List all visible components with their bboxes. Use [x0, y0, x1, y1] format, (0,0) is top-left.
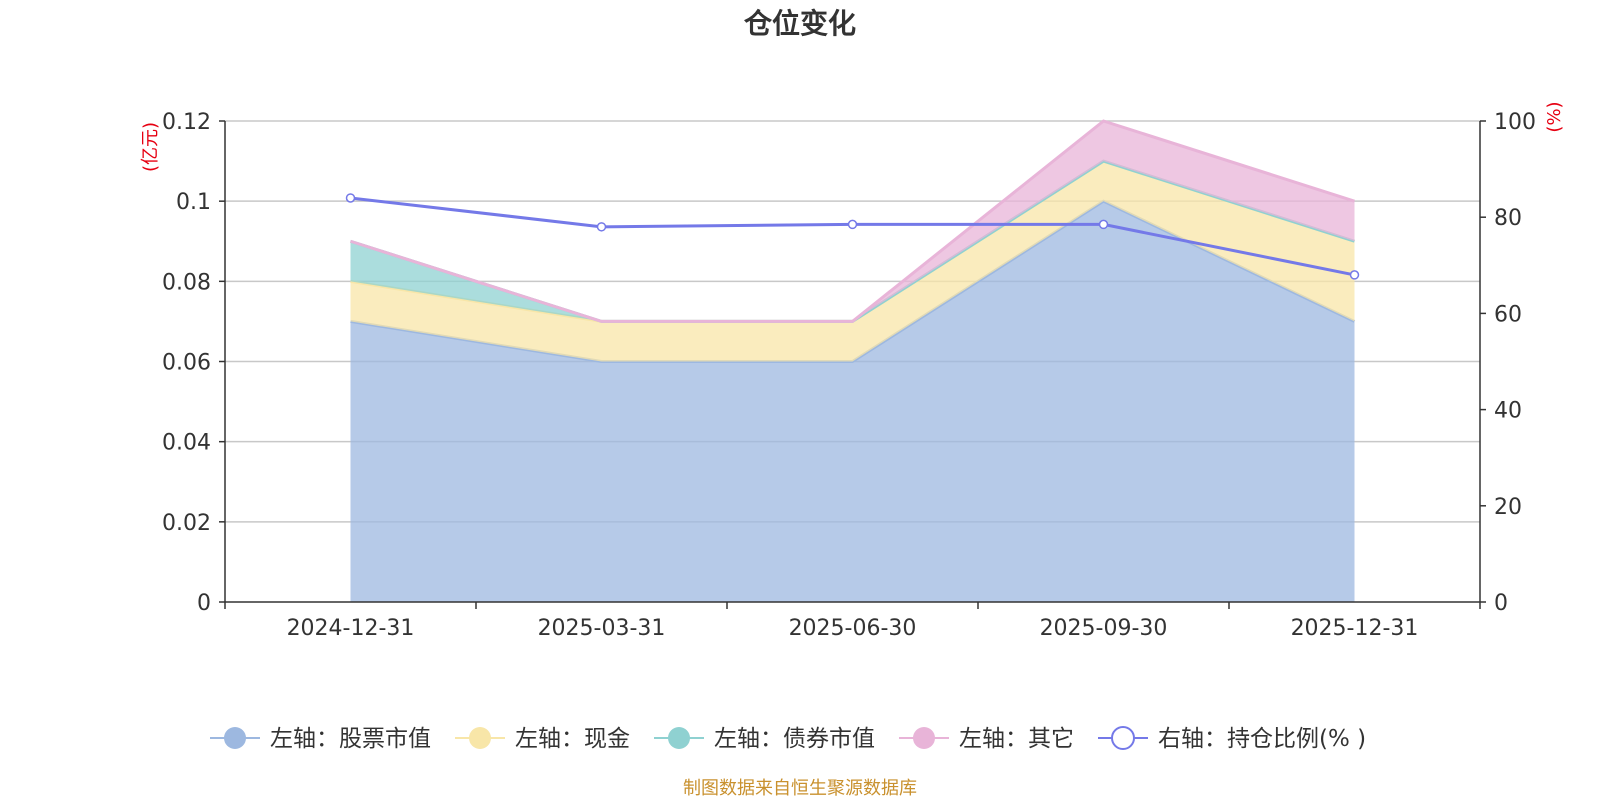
left-tick-label: 0.02 — [162, 511, 211, 536]
legend-circle-icon — [1111, 726, 1135, 750]
legend-item[interactable]: 左轴：现金 — [455, 726, 630, 752]
legend-item[interactable]: 右轴：持仓比例(% ) — [1098, 726, 1366, 752]
ratio-point — [847, 219, 858, 230]
x-tick-label: 2024-12-31 — [287, 616, 415, 641]
area-edge-左轴：其它 — [350, 119, 1355, 323]
ratio-point — [1098, 219, 1109, 230]
chart-title: 仓位变化 — [744, 7, 856, 40]
legend-label: 左轴：债券市值 — [714, 726, 875, 752]
legend-item[interactable]: 左轴：其它 — [899, 726, 1074, 752]
right-tick-label: 0 — [1494, 591, 1508, 616]
left-tick-label: 0.06 — [162, 351, 211, 376]
right-axis-unit: (%) — [1544, 101, 1565, 132]
axes: 0 0.02 0.04 0.06 0.08 0.1 0.12 0 20 40 60 80 100 2024… — [162, 110, 1536, 641]
right-tick-label: 80 — [1494, 206, 1522, 231]
legend-label: 右轴：持仓比例(% ) — [1158, 726, 1366, 752]
legend-item[interactable]: 左轴：股票市值 — [210, 726, 431, 752]
right-tick-label: 100 — [1494, 110, 1536, 135]
ratio-point — [596, 222, 607, 232]
legend-circle-icon — [668, 727, 690, 749]
ratio-point — [1349, 270, 1360, 280]
left-tick-label: 0.08 — [162, 270, 211, 295]
area-左轴：股票市值 — [350, 201, 1355, 602]
ratio-point — [345, 193, 356, 203]
data-source-note: 制图数据来自恒生聚源数据库 — [683, 778, 917, 799]
x-tick-label: 2025-03-31 — [538, 616, 666, 641]
x-tick-label: 2025-09-30 — [1040, 616, 1168, 641]
legend-label: 左轴：其它 — [959, 726, 1074, 752]
right-tick-label: 20 — [1494, 495, 1522, 520]
right-tick-label: 40 — [1494, 399, 1522, 424]
legend: 左轴：股票市值 左轴：现金 左轴：债券市值 左轴：其它 右轴：持仓比例(% ) — [210, 726, 1366, 752]
left-axis-unit: (亿元) — [140, 122, 161, 172]
x-tick-label: 2025-06-30 — [789, 616, 917, 641]
legend-circle-icon — [913, 727, 935, 749]
left-tick-label: 0.1 — [176, 190, 211, 215]
legend-circle-icon — [469, 727, 491, 749]
ratio-line-series — [345, 193, 1360, 280]
legend-item[interactable]: 左轴：债券市值 — [654, 726, 875, 752]
left-tick-label: 0.04 — [162, 431, 211, 456]
x-tick-label: 2025-12-31 — [1291, 616, 1419, 641]
legend-label: 左轴：股票市值 — [270, 726, 431, 752]
legend-circle-icon — [224, 727, 246, 749]
stacked-areas — [350, 119, 1356, 602]
right-tick-label: 60 — [1494, 302, 1522, 327]
legend-label: 左轴：现金 — [515, 726, 630, 752]
left-tick-label: 0.12 — [162, 110, 211, 135]
left-tick-label: 0 — [197, 591, 211, 616]
